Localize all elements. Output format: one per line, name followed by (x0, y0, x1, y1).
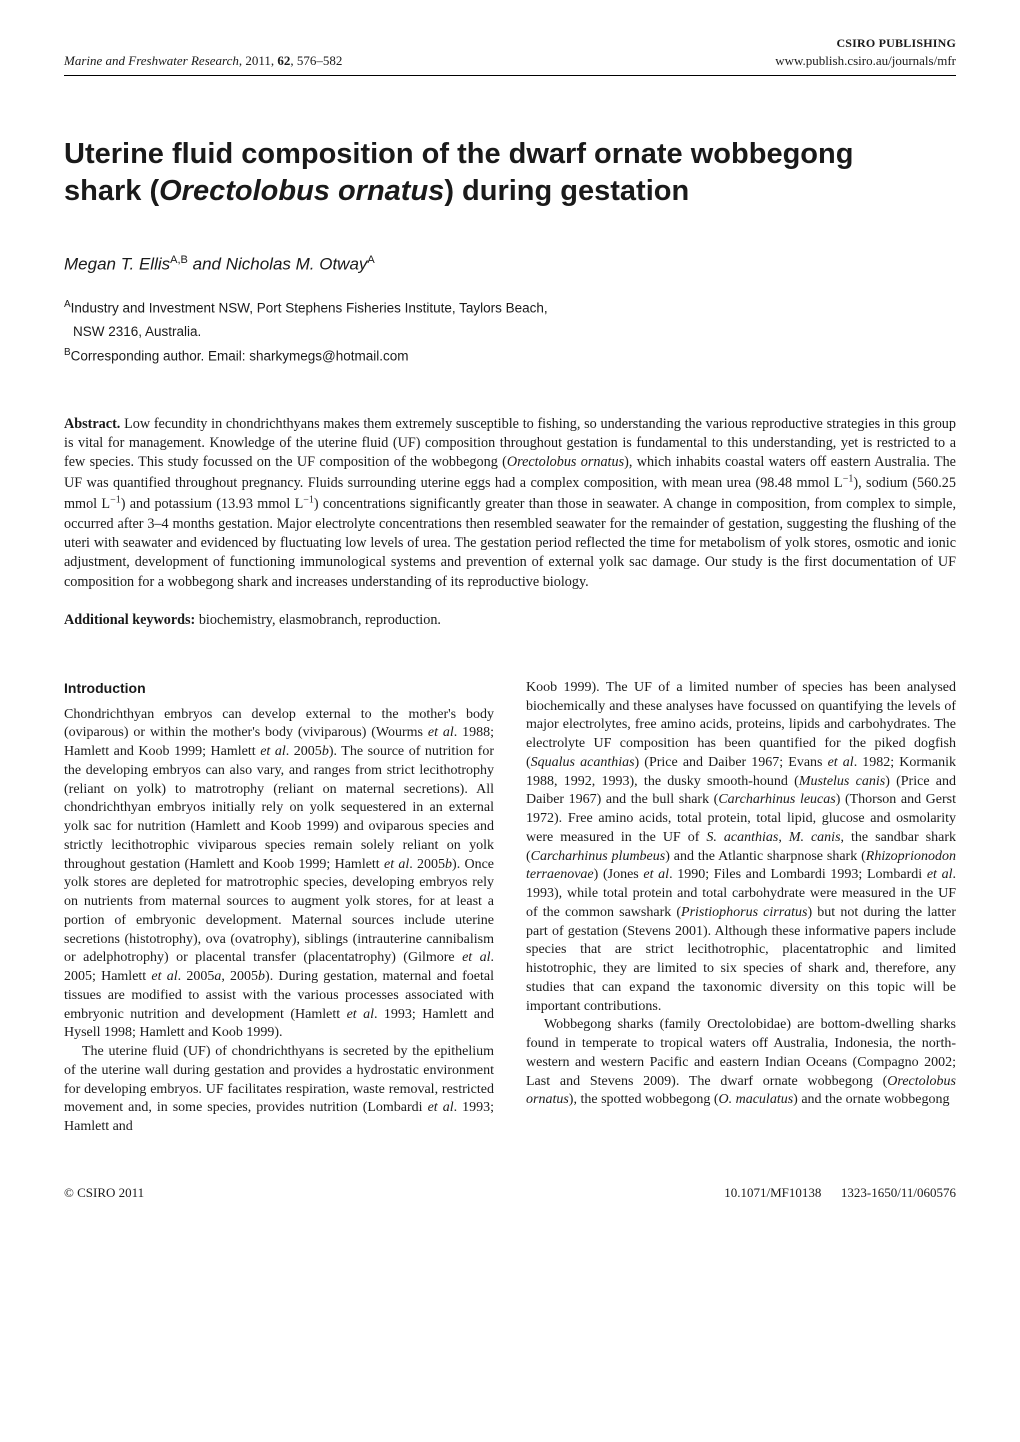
title-line1: Uterine fluid composition of the dwarf o… (64, 138, 853, 170)
affil-a-sup: A (64, 299, 71, 310)
journal-citation-mid: , 2011, (239, 53, 278, 68)
abstract-body: Low fecundity in chondrichthyans makes t… (64, 416, 956, 590)
issn-text: 1323-1650/11/060576 (841, 1185, 956, 1200)
affil-b-text: Corresponding author. Email: sharkymegs@… (71, 348, 409, 363)
abstract-label: Abstract. (64, 416, 120, 432)
intro-p2-cont: Koob 1999). The UF of a limited number o… (526, 679, 956, 1017)
header-rule (64, 75, 956, 76)
intro-p3: Wobbegong sharks (family Orectolobidae) … (526, 1016, 956, 1110)
title-species: Orectolobus ornatus (159, 175, 444, 207)
journal-volume: 62 (277, 53, 290, 68)
author-1: Megan T. Ellis (64, 255, 170, 274)
title-line2-suffix: ) during gestation (444, 175, 689, 207)
footer-right: 10.1071/MF10138 1323-1650/11/060576 (724, 1185, 956, 1201)
doi-text: 10.1071/MF10138 (724, 1185, 821, 1200)
intro-p2: The uterine fluid (UF) of chondrichthyan… (64, 1043, 494, 1137)
journal-header-row: Marine and Freshwater Research, 2011, 62… (64, 53, 956, 69)
footer-row: © CSIRO 2011 10.1071/MF10138 1323-1650/1… (64, 1185, 956, 1201)
author-2-affil-sup: A (367, 254, 374, 266)
journal-citation: Marine and Freshwater Research, 2011, 62… (64, 53, 342, 69)
body-columns: Introduction Chondrichthyan embryos can … (64, 679, 956, 1137)
keywords-text: biochemistry, elasmobranch, reproduction… (195, 612, 441, 628)
title-line2-prefix: shark ( (64, 175, 159, 207)
affiliation-a-line1: AIndustry and Investment NSW, Port Steph… (64, 297, 956, 319)
affiliations: AIndustry and Investment NSW, Port Steph… (64, 297, 956, 367)
column-right: Koob 1999). The UF of a limited number o… (526, 679, 956, 1137)
affiliation-a-line2: NSW 2316, Australia. (64, 322, 956, 342)
author-separator: and Nicholas M. Otway (188, 255, 368, 274)
publisher-label: CSIRO PUBLISHING (64, 36, 956, 51)
journal-url: www.publish.csiro.au/journals/mfr (775, 53, 956, 69)
keywords-label: Additional keywords: (64, 612, 195, 628)
affil-a-text-l1: Industry and Investment NSW, Port Stephe… (71, 300, 548, 315)
intro-p1: Chondrichthyan embryos can develop exter… (64, 706, 494, 1044)
keywords-line: Additional keywords: biochemistry, elasm… (64, 612, 956, 629)
intro-heading: Introduction (64, 679, 494, 698)
affiliation-b: BCorresponding author. Email: sharkymegs… (64, 345, 956, 367)
affil-b-sup: B (64, 347, 71, 358)
copyright-text: © CSIRO 2011 (64, 1185, 144, 1201)
affil-a-text-l2: NSW 2316, Australia. (73, 324, 201, 339)
author-line: Megan T. EllisA,B and Nicholas M. OtwayA (64, 254, 956, 275)
journal-pages: , 576–582 (290, 53, 342, 68)
article-title: Uterine fluid composition of the dwarf o… (64, 136, 956, 210)
journal-name: Marine and Freshwater Research (64, 53, 239, 68)
author-1-affil-sup: A,B (170, 254, 188, 266)
abstract: Abstract. Low fecundity in chondrichthya… (64, 415, 956, 592)
column-left: Introduction Chondrichthyan embryos can … (64, 679, 494, 1137)
